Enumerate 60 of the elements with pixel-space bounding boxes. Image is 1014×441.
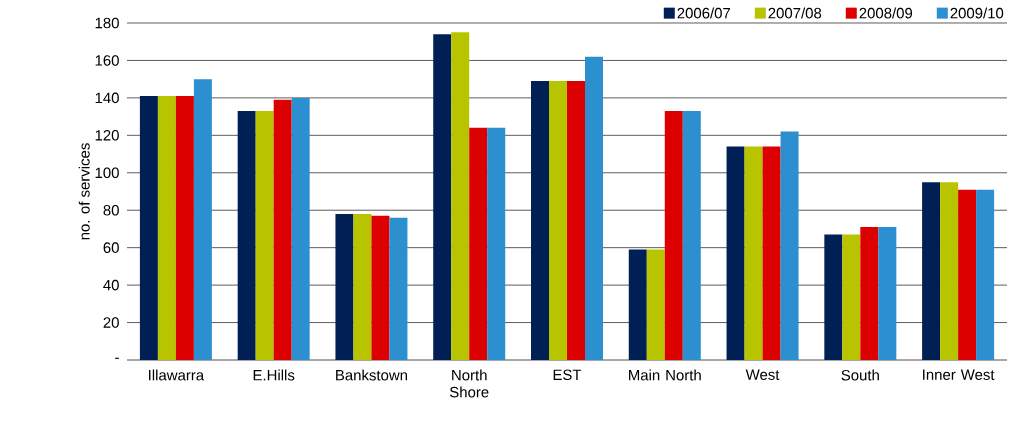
y-tick-label: 40 [103,279,119,291]
bar [255,110,274,360]
y-axis-title: no. of services [78,143,90,240]
bar [646,249,665,360]
y-tick-label: 160 [95,55,119,66]
y-tick-label: - [115,357,119,359]
bar [371,215,390,360]
y-tick-label: 140 [95,92,119,104]
bar [567,81,585,360]
bar [744,146,763,360]
bar [628,249,647,360]
y-tick-label: 60 [103,242,119,253]
bar [922,182,941,360]
bar [193,79,212,360]
bar [451,32,470,360]
bar [335,213,354,360]
x-tick-label: E.Hills [253,369,295,381]
bar [139,96,158,360]
bar [682,110,701,360]
bar [878,227,897,360]
y-tick-label: 120 [95,130,119,141]
bar [958,189,977,360]
bar [389,217,408,360]
bar [531,81,549,360]
bar [842,234,861,360]
x-tick-label: Main North [629,369,701,381]
bar [273,99,292,360]
legend-label: 2008/09 [859,7,913,19]
y-tick-label: 100 [95,167,119,179]
bar [291,97,310,360]
legend-label: 2006/07 [677,7,731,19]
bar [353,213,372,360]
bar [824,234,843,360]
x-tick-label: South [841,369,879,381]
x-tick-label: North Shore [449,369,489,398]
bar [726,146,745,360]
bar [469,127,488,360]
legend-label: 2007/08 [768,7,822,19]
bar [664,110,683,360]
bar [237,110,256,360]
bar [780,131,799,360]
x-tick-label: Illawarra [149,369,205,381]
bar [157,96,176,360]
bar [549,81,567,360]
x-tick-label: EST [553,369,582,381]
y-tick-label: 80 [103,204,119,216]
y-tick-label: 20 [103,317,119,328]
legend-label: 2009/10 [950,7,1004,19]
bar [175,96,194,360]
bar [976,189,995,360]
bar [585,56,603,360]
bar [860,227,879,360]
x-tick-label: Inner West [923,369,995,380]
x-tick-label: Bankstown [336,369,408,381]
bar [762,146,781,360]
bar [487,127,506,360]
x-tick-label: West [745,369,780,380]
bar [433,34,452,360]
bar [940,182,959,360]
y-tick-label: 180 [95,17,119,29]
